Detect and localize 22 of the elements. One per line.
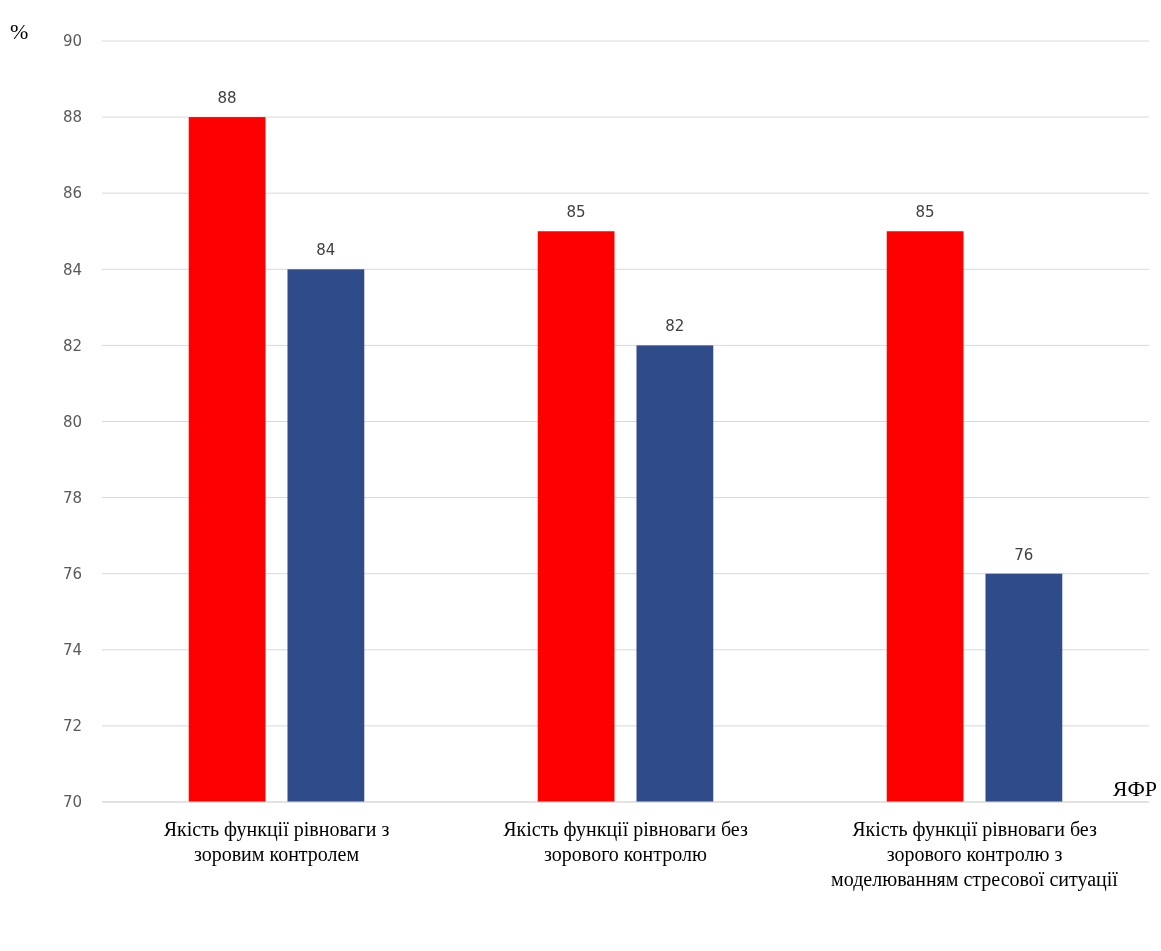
y-tick-label: 74 [62,641,82,660]
data-label: 85 [566,203,586,222]
y-tick-label: 80 [62,412,82,431]
y-tick-label: 86 [62,184,82,203]
x-axis-title: ЯФР [1112,776,1157,801]
data-label: 76 [1014,545,1034,564]
y-tick-label: 78 [62,488,82,507]
y-tick-label: 84 [62,260,82,279]
y-tick-label: 70 [62,793,82,812]
y-tick-label: 88 [62,108,82,127]
data-label: 84 [316,241,336,260]
x-tick-label: Якість функції рівноваги без зорового контролю з моделюванням стресової ситуації [831,818,1119,891]
data-label: 85 [915,203,935,222]
y-tick-label: 76 [62,564,82,583]
y-tick-label: 90 [62,32,82,51]
x-tick-label: Якість функції рівноваги без зорового контролю [503,818,748,866]
data-label: 88 [217,89,237,108]
y-tick-label: 72 [62,717,82,736]
data-label: 82 [665,317,685,336]
y-tick-label: 82 [62,336,82,355]
x-tick-label: Якість функції рівноваги з зоровим контролем [163,818,390,866]
y-axis-title: % [10,19,29,44]
